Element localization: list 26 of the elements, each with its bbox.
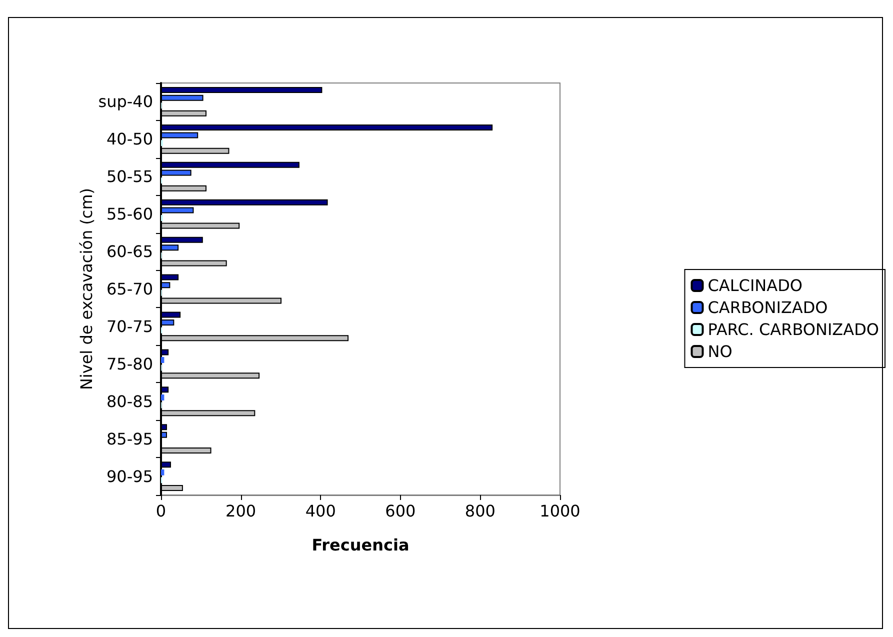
legend-label: CARBONIZADO	[708, 298, 828, 317]
y-tick-label: 60-65	[106, 242, 153, 262]
bar	[161, 394, 164, 400]
bar	[161, 357, 164, 364]
y-tick-label: 40-50	[106, 130, 153, 149]
x-tick-label: 200	[226, 502, 256, 520]
y-tick-label: 90-95	[106, 466, 153, 486]
y-tick-label: 75-80	[106, 354, 153, 374]
legend-label: NO	[708, 342, 732, 361]
x-tick-label: 1000	[540, 502, 580, 520]
x-tick-label: 800	[464, 502, 496, 520]
y-tick-label: 55-60	[106, 204, 153, 224]
legend-label: CALCINADO	[708, 276, 802, 295]
y-tick-label: 85-95	[106, 429, 153, 448]
y-tick-label: 65-70	[106, 280, 153, 298]
x-tick-label: 600	[385, 502, 416, 520]
legend-label: PARC. CARBONIZADO	[708, 320, 879, 339]
x-tick-label: 400	[305, 502, 336, 520]
x-tick-label: 0	[156, 502, 166, 520]
bar	[161, 469, 164, 476]
x-axis-title: Frecuencia	[312, 536, 410, 554]
y-tick-label: 80-85	[106, 392, 153, 411]
y-tick-label: 50-55	[106, 167, 153, 186]
y-axis-title: Nivel de excavación (cm)	[76, 188, 96, 390]
y-tick-label: sup-40	[98, 92, 153, 112]
y-tick-label: 70-75	[106, 316, 153, 336]
